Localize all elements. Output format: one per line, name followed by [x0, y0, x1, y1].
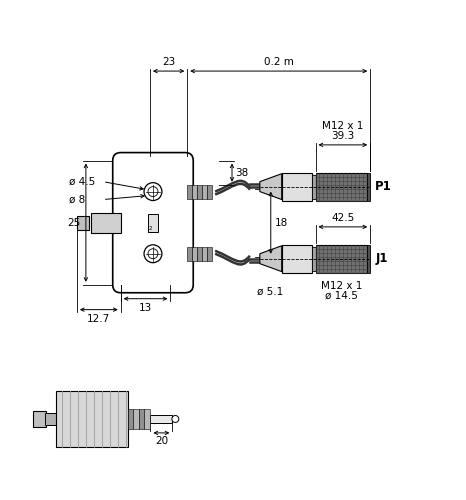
FancyBboxPatch shape — [113, 152, 193, 292]
Bar — [33, 411, 46, 427]
Bar — [207, 184, 212, 198]
Bar — [144, 409, 150, 429]
Bar — [367, 245, 370, 272]
Bar — [138, 409, 144, 429]
Bar — [91, 212, 121, 233]
Bar — [192, 184, 197, 198]
Bar — [367, 172, 370, 201]
Text: 13: 13 — [139, 302, 152, 312]
Bar — [202, 184, 207, 198]
Bar — [133, 409, 138, 429]
Text: ø 8: ø 8 — [69, 194, 85, 204]
Bar — [192, 247, 197, 260]
Text: M12 x 1: M12 x 1 — [322, 121, 363, 131]
Text: ø 14.5: ø 14.5 — [325, 290, 358, 300]
Bar — [77, 216, 89, 230]
Bar — [282, 245, 312, 272]
Text: 2: 2 — [149, 226, 152, 230]
Text: 12.7: 12.7 — [87, 314, 110, 324]
Text: 20: 20 — [155, 436, 168, 446]
Circle shape — [148, 249, 158, 258]
Bar — [128, 409, 133, 429]
Text: 0.2 m: 0.2 m — [264, 57, 294, 67]
Text: 18: 18 — [275, 218, 288, 228]
Circle shape — [148, 186, 158, 196]
Bar — [151, 415, 172, 423]
Bar — [148, 214, 158, 232]
Circle shape — [172, 416, 179, 422]
Bar — [202, 247, 207, 260]
Text: M12 x 1: M12 x 1 — [321, 280, 362, 290]
Text: 38: 38 — [235, 168, 248, 177]
Text: 39.3: 39.3 — [331, 131, 355, 141]
Bar — [282, 172, 312, 201]
Bar — [187, 184, 192, 198]
Bar — [197, 247, 202, 260]
Bar — [315, 245, 367, 272]
Text: ø 4.5: ø 4.5 — [69, 176, 95, 186]
Circle shape — [144, 182, 162, 200]
Bar — [56, 391, 128, 447]
Bar — [187, 247, 192, 260]
Bar — [207, 247, 212, 260]
Text: 23: 23 — [162, 57, 175, 67]
Bar — [312, 174, 315, 199]
Bar — [312, 247, 315, 270]
Bar — [315, 172, 367, 201]
Text: J1: J1 — [375, 252, 388, 265]
Polygon shape — [260, 246, 282, 272]
Circle shape — [144, 245, 162, 262]
Bar — [197, 184, 202, 198]
Text: P1: P1 — [375, 180, 392, 193]
Bar — [45, 413, 57, 425]
Polygon shape — [260, 174, 282, 200]
Text: ø 5.1: ø 5.1 — [257, 286, 283, 296]
Text: 25: 25 — [68, 218, 81, 228]
Text: 42.5: 42.5 — [331, 213, 355, 223]
